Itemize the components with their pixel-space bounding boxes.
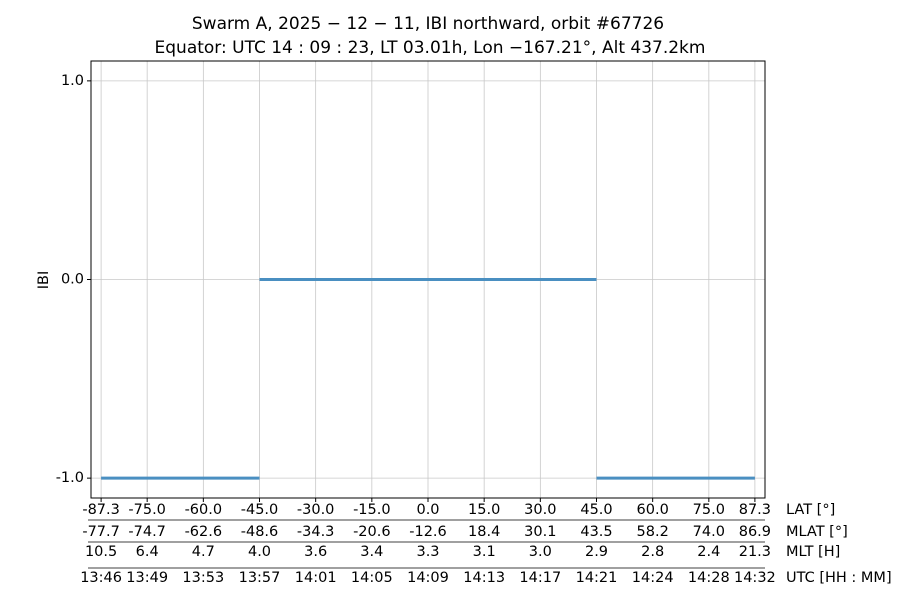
x-tick-label: -45.0 [241, 502, 279, 518]
x-tick-label: 14:05 [351, 570, 393, 586]
x-axis-label: LAT [°] [786, 502, 835, 518]
y-tick-label: -1.0 [56, 470, 84, 486]
x-tick-label: 30.1 [524, 524, 556, 540]
x-tick-label: -20.6 [353, 524, 391, 540]
x-tick-label: 43.5 [580, 524, 612, 540]
x-tick-label: 3.4 [360, 544, 383, 560]
x-tick-label: 14:24 [632, 570, 674, 586]
x-tick-label: 14:21 [576, 570, 618, 586]
x-tick-label: 58.2 [637, 524, 669, 540]
x-tick-label: 74.0 [693, 524, 725, 540]
chart-subtitle: Equator: UTC 14 : 09 : 23, LT 03.01h, Lo… [155, 38, 706, 58]
x-tick-label: 3.0 [529, 544, 552, 560]
data-line [101, 278, 755, 480]
x-tick-label: 2.8 [641, 544, 664, 560]
x-tick-label: 10.5 [85, 544, 117, 560]
y-tick-label: 0.0 [61, 272, 84, 288]
chart-title: Swarm A, 2025 − 12 − 11, IBI northward, … [192, 14, 664, 34]
x-tick-label: 0.0 [416, 502, 439, 518]
x-tick-label: 18.4 [468, 524, 500, 540]
x-tick-label: 21.3 [739, 544, 771, 560]
x-tick-label: -48.6 [241, 524, 279, 540]
x-tick-label: -75.0 [128, 502, 166, 518]
row-label: UTC [HH : MM] [786, 570, 892, 586]
x-tick-label: -62.6 [185, 524, 223, 540]
x-tick-label: 14:28 [688, 570, 730, 586]
x-tick-label: 2.9 [585, 544, 608, 560]
x-tick-label: 75.0 [693, 502, 725, 518]
y-tick-label: 1.0 [61, 73, 84, 89]
x-tick-label: 6.4 [136, 544, 159, 560]
x-tick-label: 4.7 [192, 544, 215, 560]
x-tick-label: 87.3 [739, 502, 771, 518]
x-tick-label: -15.0 [353, 502, 391, 518]
x-tick-label: 3.1 [473, 544, 496, 560]
x-tick-label: 13:46 [80, 570, 122, 586]
x-tick-label: 13:57 [239, 570, 281, 586]
x-tick-label: -12.6 [409, 524, 447, 540]
y-axis-label: IBI [36, 271, 52, 290]
x-tick-label: 86.9 [739, 524, 771, 540]
x-tick-label: 30.0 [524, 502, 556, 518]
x-tick-label: 3.3 [416, 544, 439, 560]
x-tick-label: 14:13 [463, 570, 505, 586]
x-tick-label: -60.0 [185, 502, 223, 518]
x-tick-label: -30.0 [297, 502, 335, 518]
plot-frame [90, 60, 766, 499]
row-label: MLAT [°] [786, 524, 848, 540]
x-tick-label: -34.3 [297, 524, 335, 540]
x-tick-label: 14:09 [407, 570, 449, 586]
x-tick-label: -74.7 [128, 524, 166, 540]
x-tick-label: 60.0 [637, 502, 669, 518]
x-tick-label: 13:49 [126, 570, 168, 586]
x-tick-label: -77.7 [82, 524, 120, 540]
x-tick-label: 15.0 [468, 502, 500, 518]
x-tick-label: 14:32 [734, 570, 776, 586]
x-tick-label: 14:01 [295, 570, 337, 586]
x-tick-label: 13:53 [182, 570, 224, 586]
row-label: MLT [H] [786, 544, 840, 560]
x-tick-label: -87.3 [82, 502, 120, 518]
x-tick-label: 3.6 [304, 544, 327, 560]
x-tick-label: 2.4 [697, 544, 720, 560]
x-tick-label: 4.0 [248, 544, 271, 560]
x-tick-label: 14:17 [519, 570, 561, 586]
x-tick-label: 45.0 [580, 502, 612, 518]
